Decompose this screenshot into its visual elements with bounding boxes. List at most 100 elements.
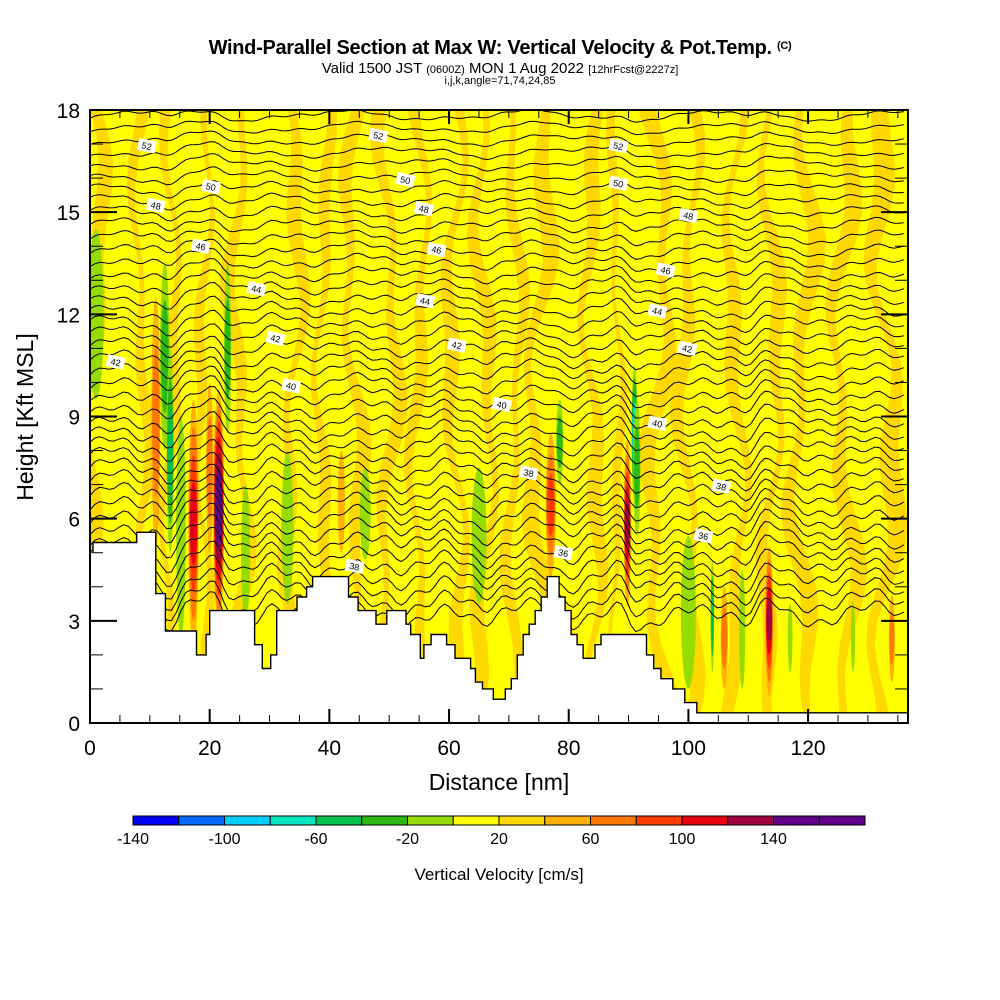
contour-label-bg xyxy=(608,138,629,154)
x-tick-label: 60 xyxy=(437,737,460,760)
field-band xyxy=(440,110,471,723)
theta-contour-line xyxy=(90,110,904,123)
colorbar-tick-label: 100 xyxy=(669,831,696,848)
contour-label: 36 xyxy=(553,544,574,561)
contour-label-bg xyxy=(678,207,699,224)
colorbar-tick-label: -60 xyxy=(304,831,327,848)
velocity-cell xyxy=(337,450,345,553)
velocity-cell xyxy=(471,467,487,604)
contour-label-text: 52 xyxy=(612,140,624,152)
colorbar-tick-label: 20 xyxy=(490,831,508,848)
chart-subtitle: Valid 1500 JST (0600Z) MON 1 Aug 2022 [1… xyxy=(0,60,1000,77)
colorbar-tick-label: -100 xyxy=(208,831,240,848)
y-tick-label: 3 xyxy=(68,611,80,634)
contour-label-text: 38 xyxy=(523,467,535,479)
contour-label-bg xyxy=(344,558,365,575)
theta-contour-line xyxy=(90,120,904,136)
theta-contour-line xyxy=(90,568,904,611)
field-band xyxy=(369,110,408,723)
contour-label-bg xyxy=(200,178,221,195)
theta-contour-line xyxy=(90,335,904,359)
valid-date: MON 1 Aug 2022 xyxy=(468,60,585,77)
theta-contour-line xyxy=(90,238,904,260)
theta-contour-line xyxy=(90,580,904,622)
theta-contour-line xyxy=(90,463,904,495)
velocity-cell xyxy=(787,603,793,672)
contour-label-bg xyxy=(145,197,166,214)
colorbar-swatch xyxy=(361,815,408,826)
velocity-cell xyxy=(850,600,856,672)
colorbar-swatch xyxy=(178,815,225,826)
velocity-cell xyxy=(680,535,696,689)
cell-level xyxy=(787,603,793,672)
theta-contour-line xyxy=(90,439,904,474)
contour-labels: 52 50 48 46 44 42 42 40 52 50 48 46 44 42 40 38 38 36 52 50… xyxy=(105,127,732,575)
contour-label-bg xyxy=(647,415,668,432)
theta-contour-line xyxy=(90,309,904,337)
theta-contour-line xyxy=(90,130,904,147)
contour-label-bg xyxy=(136,138,157,154)
colorbar: -140 -100 -60 -20 20 60 100 140 xyxy=(117,815,866,848)
cell-level xyxy=(766,600,772,642)
theta-contour-line xyxy=(90,269,904,297)
cell-level xyxy=(281,450,294,604)
velocity-cell xyxy=(623,440,631,608)
contour-label: 50 xyxy=(395,172,416,188)
theta-contour-line xyxy=(90,526,905,574)
contour-label: 40 xyxy=(491,396,512,413)
background-field xyxy=(90,110,908,723)
contour-label: 40 xyxy=(281,378,302,394)
contour-label-bg xyxy=(415,292,436,309)
theta-contour-line xyxy=(90,205,904,222)
contour-label-text: 50 xyxy=(612,178,624,190)
contour-label: 42 xyxy=(105,354,126,370)
contour-label: 52 xyxy=(608,138,629,154)
colorbar-tick-label: 140 xyxy=(760,831,787,848)
theta-contour-line xyxy=(90,258,904,285)
colorbar-swatch xyxy=(269,815,317,826)
contour-label: 48 xyxy=(145,197,166,214)
contour-label-text: 40 xyxy=(651,418,663,430)
x-tick-label: 100 xyxy=(671,737,706,760)
contour-label: 38 xyxy=(711,478,732,495)
field-band xyxy=(825,110,868,723)
theta-contour-line xyxy=(90,483,905,522)
velocity-cell xyxy=(739,569,746,689)
contour-label: 44 xyxy=(647,303,668,319)
colorbar-tick-label: 60 xyxy=(582,831,600,848)
contour-label: 48 xyxy=(413,201,434,217)
contour-label-bg xyxy=(655,262,676,278)
x-tick-label: 40 xyxy=(318,737,341,760)
contour-label-text: 36 xyxy=(697,530,709,542)
y-tick-label: 15 xyxy=(57,202,80,225)
forecast-info: [12hrFcst@2227z] xyxy=(588,64,679,76)
theta-contour-line xyxy=(90,385,905,422)
theta-contour-line xyxy=(90,473,904,509)
contour-label-text: 44 xyxy=(250,283,262,295)
y-axis-title: Height [Kft MSL] xyxy=(12,333,38,500)
contour-label-text: 52 xyxy=(372,130,384,142)
velocity-cell xyxy=(151,297,161,546)
contour-label: 50 xyxy=(608,175,629,191)
x-tick-label: 80 xyxy=(557,737,580,760)
contour-label-text: 46 xyxy=(430,244,442,256)
contour-label-bg xyxy=(426,241,447,258)
theta-contour-line xyxy=(90,295,904,324)
field-band xyxy=(310,110,338,723)
theta-contour-line xyxy=(90,192,904,211)
y-tick-label: 18 xyxy=(57,100,80,123)
theta-contour-line xyxy=(90,227,904,247)
contour-label-text: 52 xyxy=(141,140,153,152)
colorbar-swatch xyxy=(590,815,637,826)
contour-label-bg xyxy=(491,396,512,413)
contour-label: 38 xyxy=(518,464,539,481)
contour-label-bg xyxy=(413,201,434,217)
terrain-mask xyxy=(90,531,908,723)
field-band xyxy=(719,110,752,723)
velocity-cell xyxy=(241,484,251,621)
colorbar-swatch xyxy=(544,815,591,826)
colorbar-title: Vertical Velocity [cm/s] xyxy=(414,865,583,884)
contour-label-text: 48 xyxy=(418,203,430,215)
valid-time-utc: (0600Z) xyxy=(426,64,465,76)
contour-label-bg xyxy=(446,337,467,353)
